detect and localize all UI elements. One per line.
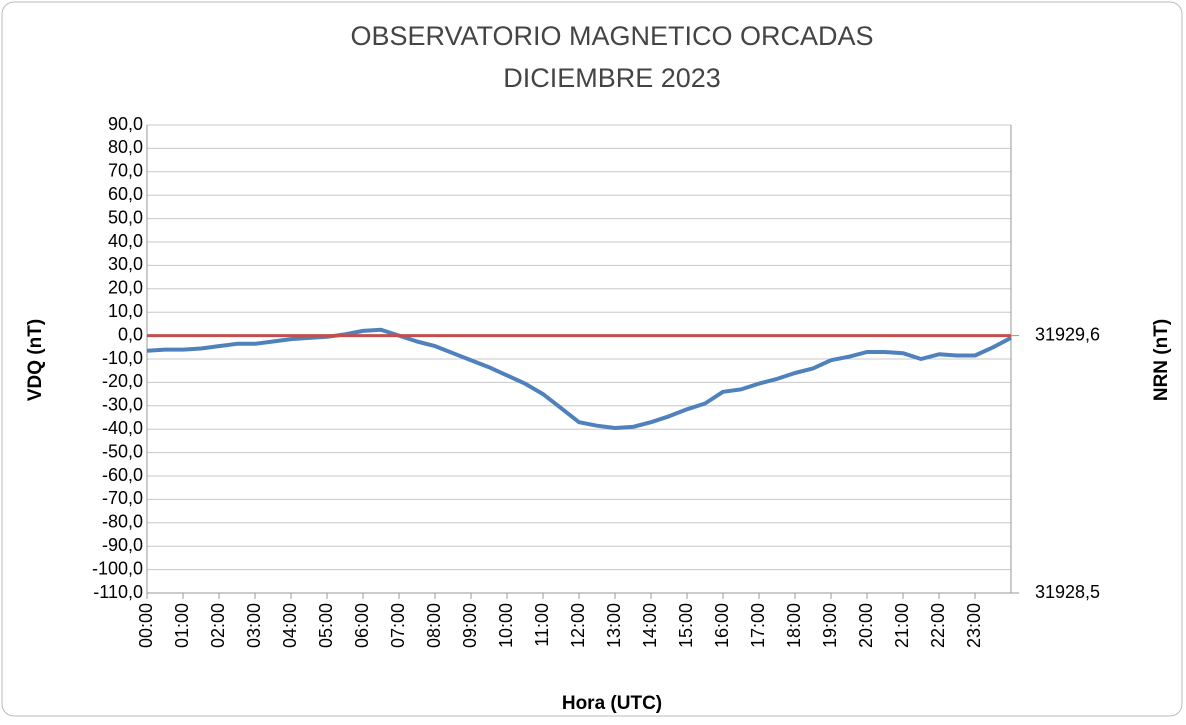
- x-tick-label: 09:00: [460, 603, 480, 648]
- x-tick-label: 17:00: [748, 603, 768, 648]
- y-tick-label: 80,0: [108, 137, 143, 157]
- series-line: [146, 327, 1012, 430]
- y-tick-label: 40,0: [108, 231, 143, 251]
- chart-subtitle: DICIEMBRE 2023: [503, 63, 721, 93]
- x-tick-label: 08:00: [424, 603, 444, 648]
- y-tick-label: 50,0: [108, 207, 143, 227]
- y-tick-label: 10,0: [108, 301, 143, 321]
- x-tick-label: 02:00: [208, 603, 228, 648]
- y-tick-label: -70,0: [102, 488, 143, 508]
- x-tick-label: 01:00: [172, 603, 192, 648]
- y-tick-label: -110,0: [93, 582, 143, 602]
- y-tick-label: 30,0: [108, 254, 143, 274]
- y2-axis-label: NRN (nT): [1151, 319, 1172, 401]
- x-tick-label: 04:00: [280, 603, 300, 648]
- y-tick-label: -60,0: [102, 465, 143, 485]
- y-tick-label: 20,0: [108, 278, 143, 298]
- x-tick-label: 21:00: [892, 603, 912, 648]
- x-tick-label: 07:00: [388, 603, 408, 648]
- x-tick-label: 15:00: [676, 603, 696, 648]
- x-tick-label: 14:00: [640, 603, 660, 648]
- x-tick-label: 11:00: [532, 603, 552, 647]
- chart-title: OBSERVATORIO MAGNETICO ORCADAS: [350, 21, 873, 51]
- x-tick-label: 16:00: [712, 603, 732, 648]
- x-tick-label: 13:00: [604, 603, 624, 648]
- x-axis-label: Hora (UTC): [562, 693, 662, 714]
- y-tick-label: -100,0: [92, 558, 143, 578]
- x-tick-label: 12:00: [568, 603, 588, 648]
- y2-tick-label: 31929,6: [1035, 324, 1100, 344]
- x-tick-label: 05:00: [316, 603, 336, 648]
- x-tick-label: 22:00: [928, 603, 948, 648]
- x-tick-label: 18:00: [784, 603, 804, 648]
- x-tick-label: 10:00: [496, 603, 516, 648]
- x-tick-label: 00:00: [136, 603, 156, 648]
- x-tick-label: 19:00: [820, 603, 840, 648]
- y-tick-label: -20,0: [102, 371, 143, 391]
- x-tick-label: 23:00: [964, 603, 984, 648]
- y-tick-label: 0,0: [118, 324, 143, 344]
- y-tick-label: -10,0: [102, 348, 143, 368]
- x-tick-label: 03:00: [244, 603, 264, 648]
- y-tick-label: -30,0: [102, 395, 143, 415]
- y-tick-label: -40,0: [102, 418, 143, 438]
- y-tick-label: -80,0: [102, 512, 143, 532]
- y-tick-label: 60,0: [108, 184, 143, 204]
- y-tick-label: -90,0: [102, 535, 143, 555]
- y-axis-label: VDQ (nT): [25, 319, 46, 401]
- y-tick-label: 90,0: [108, 114, 143, 134]
- x-tick-label: 06:00: [352, 603, 372, 648]
- x-tick-label: 20:00: [856, 603, 876, 648]
- y2-tick-label: 31928,5: [1035, 582, 1100, 602]
- y-tick-label: -50,0: [102, 441, 143, 461]
- y-tick-label: 70,0: [108, 161, 143, 181]
